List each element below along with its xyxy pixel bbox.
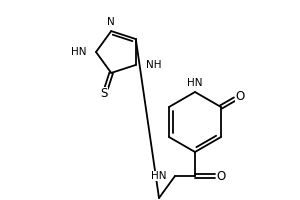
Text: HN: HN [187,78,203,88]
Text: S: S [101,87,108,100]
Text: O: O [236,90,245,102]
Text: O: O [216,170,226,182]
Text: N: N [107,17,115,27]
Text: NH: NH [146,60,161,70]
Text: HN: HN [152,171,167,181]
Text: HN: HN [70,47,86,57]
